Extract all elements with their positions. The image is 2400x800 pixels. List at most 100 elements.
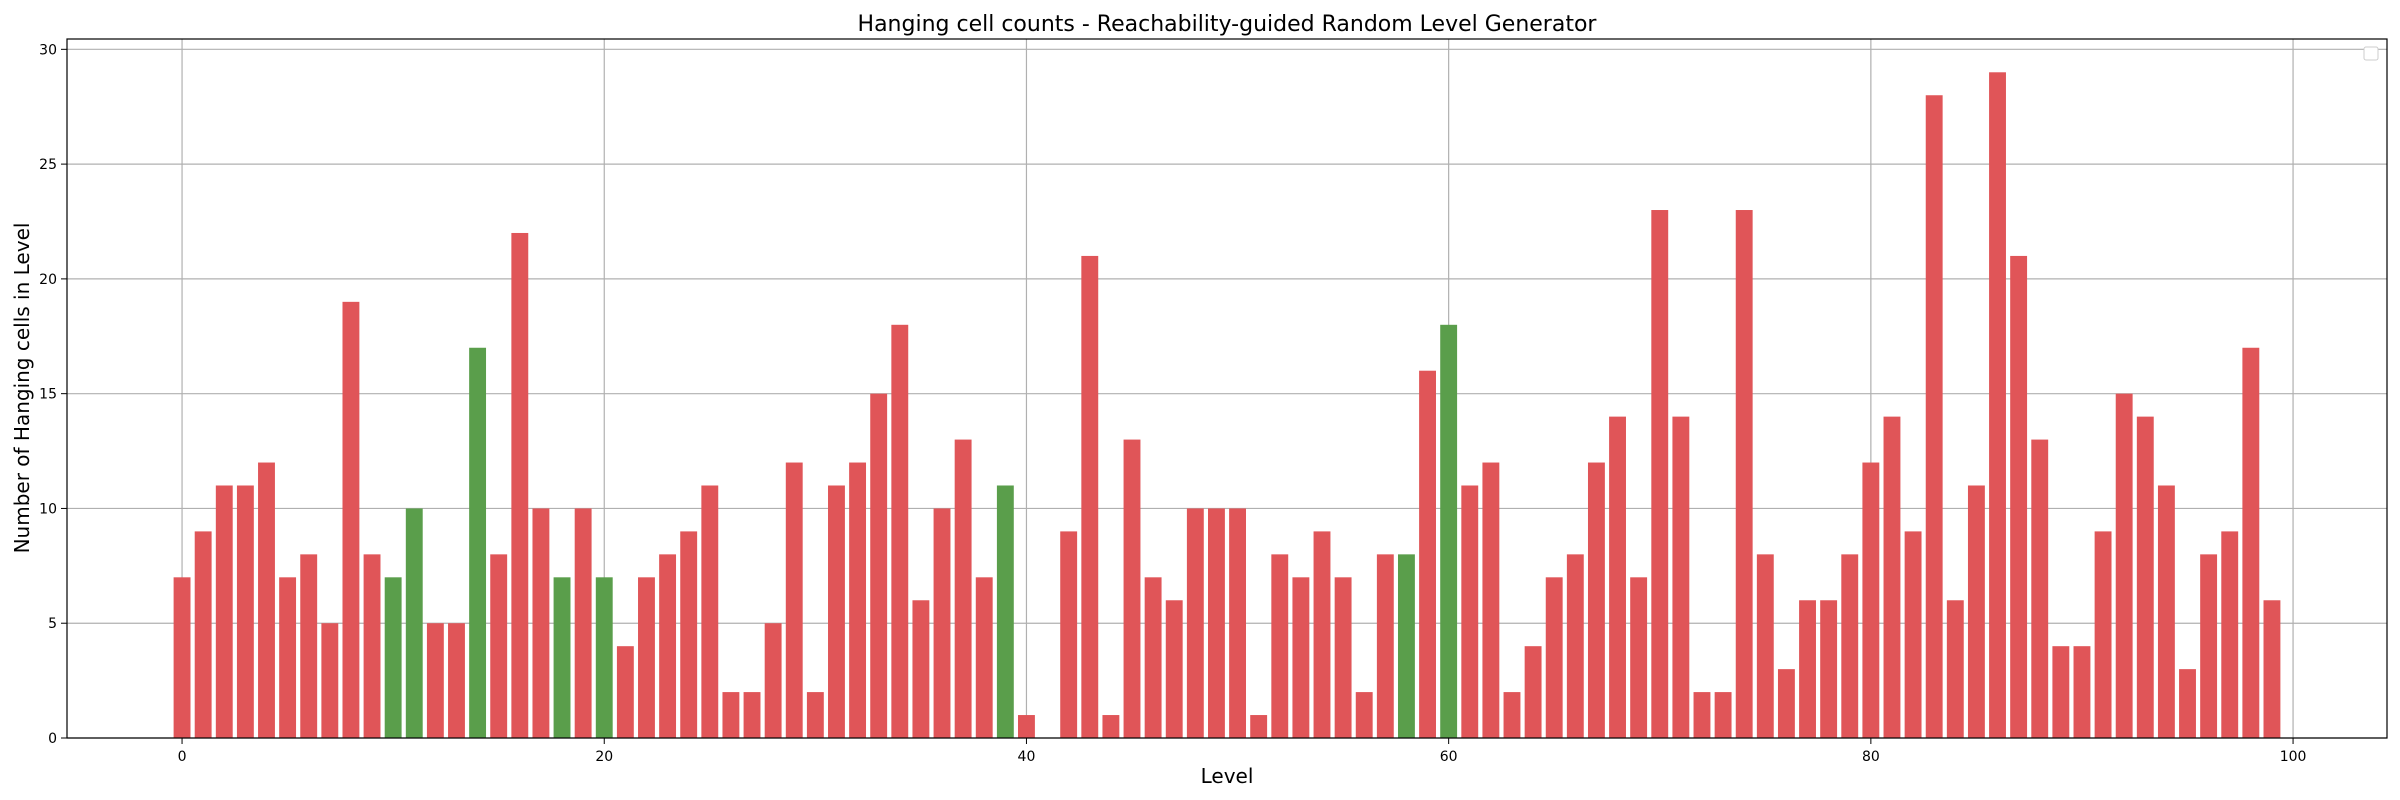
bar-level-43 bbox=[1081, 255, 1099, 738]
bar-level-89 bbox=[2052, 646, 2070, 738]
y-tick-label: 0 bbox=[48, 731, 57, 747]
bar-level-96 bbox=[2200, 554, 2218, 738]
y-tick-label: 25 bbox=[39, 157, 57, 173]
bar-level-61 bbox=[1461, 485, 1479, 738]
bar-level-98 bbox=[2242, 347, 2260, 738]
bar-level-68 bbox=[1609, 416, 1626, 738]
chart-title: Hanging cell counts - Reachability-guide… bbox=[858, 12, 1598, 37]
bar-level-80 bbox=[1862, 462, 1880, 738]
bar-level-24 bbox=[680, 531, 698, 738]
bar-level-11 bbox=[405, 508, 423, 738]
y-tick-label: 20 bbox=[39, 272, 57, 288]
bar-level-32 bbox=[849, 462, 867, 738]
x-tick-label: 100 bbox=[2280, 749, 2307, 765]
bar-level-99 bbox=[2263, 600, 2281, 738]
bar-level-69 bbox=[1630, 577, 1648, 738]
bar-level-51 bbox=[1250, 715, 1268, 738]
bar-level-46 bbox=[1144, 577, 1162, 738]
bar-level-57 bbox=[1376, 554, 1394, 738]
bar-level-76 bbox=[1777, 669, 1795, 738]
bar-level-12 bbox=[426, 623, 444, 738]
x-axis-label: Level bbox=[1201, 764, 1254, 788]
bar-level-82 bbox=[1904, 531, 1922, 738]
bar-level-48 bbox=[1186, 508, 1204, 738]
bar-level-44 bbox=[1102, 715, 1120, 738]
bar-level-78 bbox=[1820, 600, 1838, 738]
bars bbox=[173, 72, 2281, 739]
bar-level-28 bbox=[764, 623, 782, 738]
legend-box bbox=[2363, 46, 2379, 61]
bar-level-19 bbox=[574, 508, 592, 738]
bar-level-94 bbox=[2157, 485, 2175, 738]
bar-level-27 bbox=[743, 692, 761, 738]
bar-level-87 bbox=[2010, 255, 2028, 738]
bar-level-16 bbox=[511, 232, 529, 738]
bar-level-22 bbox=[638, 577, 655, 738]
bar-level-0 bbox=[173, 577, 191, 738]
bar-level-49 bbox=[1208, 508, 1225, 738]
bar-level-30 bbox=[806, 692, 824, 738]
bar-level-13 bbox=[448, 623, 465, 738]
bar-level-10 bbox=[384, 577, 402, 738]
y-tick-label: 5 bbox=[48, 616, 57, 632]
bar-level-56 bbox=[1355, 692, 1373, 738]
bar-level-2 bbox=[215, 485, 233, 738]
bar-level-15 bbox=[490, 554, 508, 738]
bar-level-74 bbox=[1735, 210, 1753, 738]
bar-level-1 bbox=[194, 531, 212, 738]
bar-level-81 bbox=[1883, 416, 1901, 738]
bar-level-62 bbox=[1482, 462, 1500, 738]
bar-level-86 bbox=[1989, 72, 2006, 739]
x-tick-label: 60 bbox=[1440, 749, 1458, 765]
bar-level-8 bbox=[342, 301, 360, 738]
bar-level-42 bbox=[1060, 531, 1078, 738]
bar-level-60 bbox=[1440, 324, 1458, 738]
bar-level-91 bbox=[2094, 531, 2112, 738]
bar-level-9 bbox=[363, 554, 381, 738]
bar-level-45 bbox=[1123, 439, 1141, 738]
x-tick-label: 40 bbox=[1018, 749, 1036, 765]
bar-level-77 bbox=[1799, 600, 1816, 738]
bar-level-65 bbox=[1545, 577, 1563, 738]
bar-level-50 bbox=[1229, 508, 1246, 738]
bar-level-29 bbox=[785, 462, 803, 738]
bar-level-40 bbox=[1018, 715, 1035, 738]
bar-level-55 bbox=[1334, 577, 1352, 738]
bar-level-90 bbox=[2073, 646, 2091, 738]
bar-level-18 bbox=[553, 577, 571, 738]
bar-level-85 bbox=[1967, 485, 1985, 738]
bar-level-72 bbox=[1693, 692, 1711, 738]
bar-level-25 bbox=[701, 485, 719, 738]
bar-level-17 bbox=[532, 508, 550, 738]
bar-level-37 bbox=[954, 439, 972, 738]
bar-level-53 bbox=[1292, 577, 1310, 738]
bar-level-79 bbox=[1841, 554, 1859, 738]
bar-level-95 bbox=[2179, 669, 2196, 738]
bar-level-63 bbox=[1503, 692, 1521, 738]
bar-level-71 bbox=[1672, 416, 1690, 738]
bar-level-64 bbox=[1524, 646, 1542, 738]
bar-level-3 bbox=[236, 485, 254, 738]
bar-level-88 bbox=[2031, 439, 2049, 738]
bar-level-33 bbox=[870, 393, 888, 738]
y-tick-label: 15 bbox=[39, 387, 57, 403]
bar-level-97 bbox=[2221, 531, 2239, 738]
y-axis-ticks: 0 5 10 15 20 25 30 bbox=[39, 42, 67, 747]
bar-level-35 bbox=[912, 600, 930, 738]
bar-level-47 bbox=[1165, 600, 1183, 738]
y-axis-label: Number of Hanging cells in Level bbox=[10, 223, 34, 554]
bar-level-7 bbox=[321, 623, 339, 738]
bar-level-67 bbox=[1587, 462, 1605, 738]
bar-level-75 bbox=[1756, 554, 1774, 738]
bar-level-39 bbox=[996, 485, 1014, 738]
x-axis-ticks: 0 20 40 60 80 100 bbox=[178, 738, 2307, 765]
bar-level-58 bbox=[1397, 554, 1415, 738]
bar-level-52 bbox=[1271, 554, 1289, 738]
x-tick-label: 20 bbox=[595, 749, 613, 765]
bar-level-14 bbox=[469, 347, 487, 738]
bar-level-4 bbox=[258, 462, 275, 738]
bar-level-66 bbox=[1566, 554, 1584, 738]
bar-level-36 bbox=[933, 508, 951, 738]
bar-level-73 bbox=[1714, 692, 1732, 738]
